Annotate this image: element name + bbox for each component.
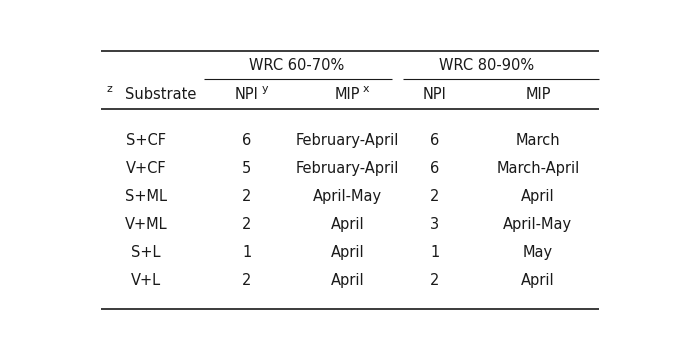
Text: 2: 2 [430,273,439,288]
Text: z: z [106,84,112,94]
Text: April-May: April-May [313,189,382,204]
Text: April-May: April-May [503,217,572,232]
Text: MIP: MIP [525,87,550,102]
Text: May: May [523,245,553,260]
Text: April: April [521,273,555,288]
Text: February-April: February-April [296,161,399,176]
Text: y: y [262,84,268,94]
Text: WRC 80-90%: WRC 80-90% [438,58,533,73]
Text: 1: 1 [242,245,251,260]
Text: V+CF: V+CF [126,161,167,176]
Text: 6: 6 [242,133,251,148]
Text: WRC 60-70%: WRC 60-70% [249,58,345,73]
Text: April: April [331,245,364,260]
Text: S+L: S+L [132,245,161,260]
Text: 2: 2 [242,189,251,204]
Text: x: x [362,84,369,94]
Text: February-April: February-April [296,133,399,148]
Text: V+ML: V+ML [125,217,167,232]
Text: 2: 2 [242,217,251,232]
Text: April: April [331,273,364,288]
Text: 5: 5 [242,161,251,176]
Text: 2: 2 [242,273,251,288]
Text: April: April [331,217,364,232]
Text: S+CF: S+CF [126,133,166,148]
Text: March-April: March-April [497,161,580,176]
Text: 1: 1 [430,245,439,260]
Text: 6: 6 [430,133,439,148]
Text: 2: 2 [430,189,439,204]
Text: S+ML: S+ML [125,189,167,204]
Text: April: April [521,189,555,204]
Text: NPI: NPI [423,87,447,102]
Text: MIP: MIP [335,87,360,102]
Text: 3: 3 [430,217,439,232]
Text: March: March [516,133,560,148]
Text: 6: 6 [430,161,439,176]
Text: Substrate: Substrate [125,87,197,102]
Text: NPI: NPI [235,87,259,102]
Text: V+L: V+L [131,273,161,288]
